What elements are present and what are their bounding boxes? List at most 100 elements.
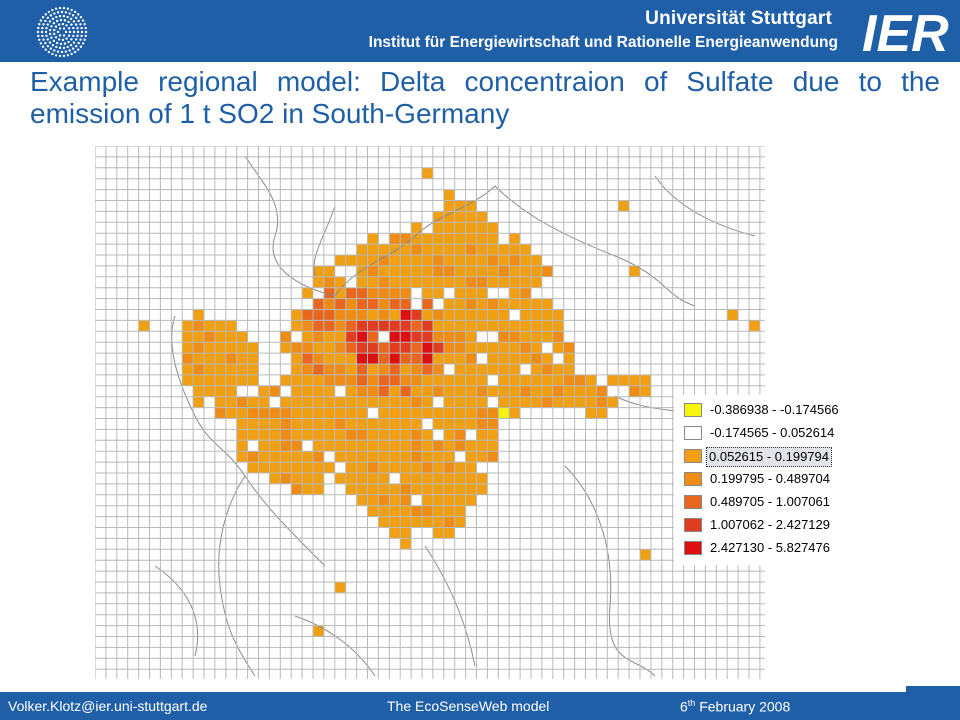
map-cell [334, 473, 346, 484]
legend-swatch [684, 541, 702, 555]
map-cell [236, 440, 248, 452]
map-cell [509, 364, 521, 375]
map-cell [520, 255, 531, 266]
map-cell [302, 462, 313, 473]
map-cell [367, 298, 379, 310]
map-cell [378, 276, 390, 288]
map-cell [225, 331, 237, 343]
map-cell [313, 265, 324, 277]
map-cell [531, 396, 542, 408]
map-cell [367, 451, 379, 463]
map-cell [487, 309, 499, 321]
map-cell [443, 309, 455, 321]
map-cell [367, 418, 379, 430]
map-cell [291, 407, 303, 419]
map-cell [454, 222, 466, 234]
map-cell [214, 342, 226, 354]
map-cell [334, 374, 346, 386]
map-cell [487, 255, 499, 266]
map-cell [411, 342, 422, 354]
map-cell [367, 353, 379, 364]
map-cell [422, 483, 433, 495]
map-cell [422, 331, 433, 343]
map-cell [225, 374, 237, 386]
map-cell [345, 309, 357, 321]
slide-title: Example regional model: Delta concentrai… [30, 66, 940, 129]
map-cell [334, 331, 346, 343]
map-cell [313, 625, 324, 637]
map-cell [422, 396, 433, 408]
map-cell [182, 364, 194, 375]
map-cell [356, 244, 368, 255]
map-cell [389, 396, 401, 408]
map-cell [313, 483, 324, 495]
map-cell [313, 276, 324, 288]
map-cell [269, 418, 281, 430]
map-cell [182, 353, 194, 364]
map-cell [596, 396, 608, 408]
border-line [294, 615, 376, 677]
map-cell [193, 320, 204, 332]
map-cell [138, 320, 150, 332]
map-cell [313, 342, 324, 354]
map-cell [465, 276, 477, 288]
map-cell [422, 353, 433, 364]
map-cell [432, 483, 444, 495]
border-line [313, 205, 336, 277]
map-cell [432, 440, 444, 452]
map-cell [345, 418, 357, 430]
map-cell [465, 287, 477, 299]
map-cell [334, 396, 346, 408]
map-cell [389, 265, 401, 277]
map-cell [487, 429, 499, 441]
map-cell [422, 451, 433, 463]
institute-name: Institut für Energiewirtschaft und Ratio… [368, 34, 838, 51]
map-cell [225, 342, 237, 354]
map-cell [378, 385, 390, 397]
map-cell [378, 451, 390, 463]
map-cell [454, 342, 466, 354]
map-cell [487, 440, 499, 452]
map-cell [323, 331, 335, 343]
map-cell [367, 374, 379, 386]
map-cell [498, 353, 510, 364]
map-cell [258, 396, 270, 408]
map-cell [345, 462, 357, 473]
map-cell [432, 265, 444, 277]
map-cell [182, 374, 194, 386]
concentration-map [95, 146, 765, 679]
map-cell [541, 364, 553, 375]
legend-label: 0.489705 - 1.007061 [710, 494, 830, 509]
map-cell [302, 287, 313, 299]
map-cell [367, 396, 379, 408]
map-cell [334, 407, 346, 419]
map-cell [454, 244, 466, 255]
map-cell [411, 407, 422, 419]
map-cell [334, 255, 346, 266]
map-cell [432, 516, 444, 528]
map-cell [302, 320, 313, 332]
map-cell [443, 200, 455, 212]
map-cell [465, 331, 477, 343]
map-cell [204, 364, 215, 375]
map-cell [214, 331, 226, 343]
map-cell [236, 396, 248, 408]
map-cell [465, 255, 477, 266]
map-cell [432, 342, 444, 354]
map-cell [443, 320, 455, 332]
map-cell [400, 255, 412, 266]
map-cell [454, 298, 466, 310]
map-cell [334, 429, 346, 441]
map-cell [476, 364, 488, 375]
map-cell [443, 407, 455, 419]
map-cell [345, 385, 357, 397]
university-name: Universität Stuttgart [645, 8, 832, 29]
map-cell [454, 276, 466, 288]
map-cell [345, 429, 357, 441]
map-cell [225, 396, 237, 408]
map-cell [378, 265, 390, 277]
map-cell [291, 309, 303, 321]
map-cell [432, 287, 444, 299]
map-cell [432, 222, 444, 234]
map-cell [225, 353, 237, 364]
